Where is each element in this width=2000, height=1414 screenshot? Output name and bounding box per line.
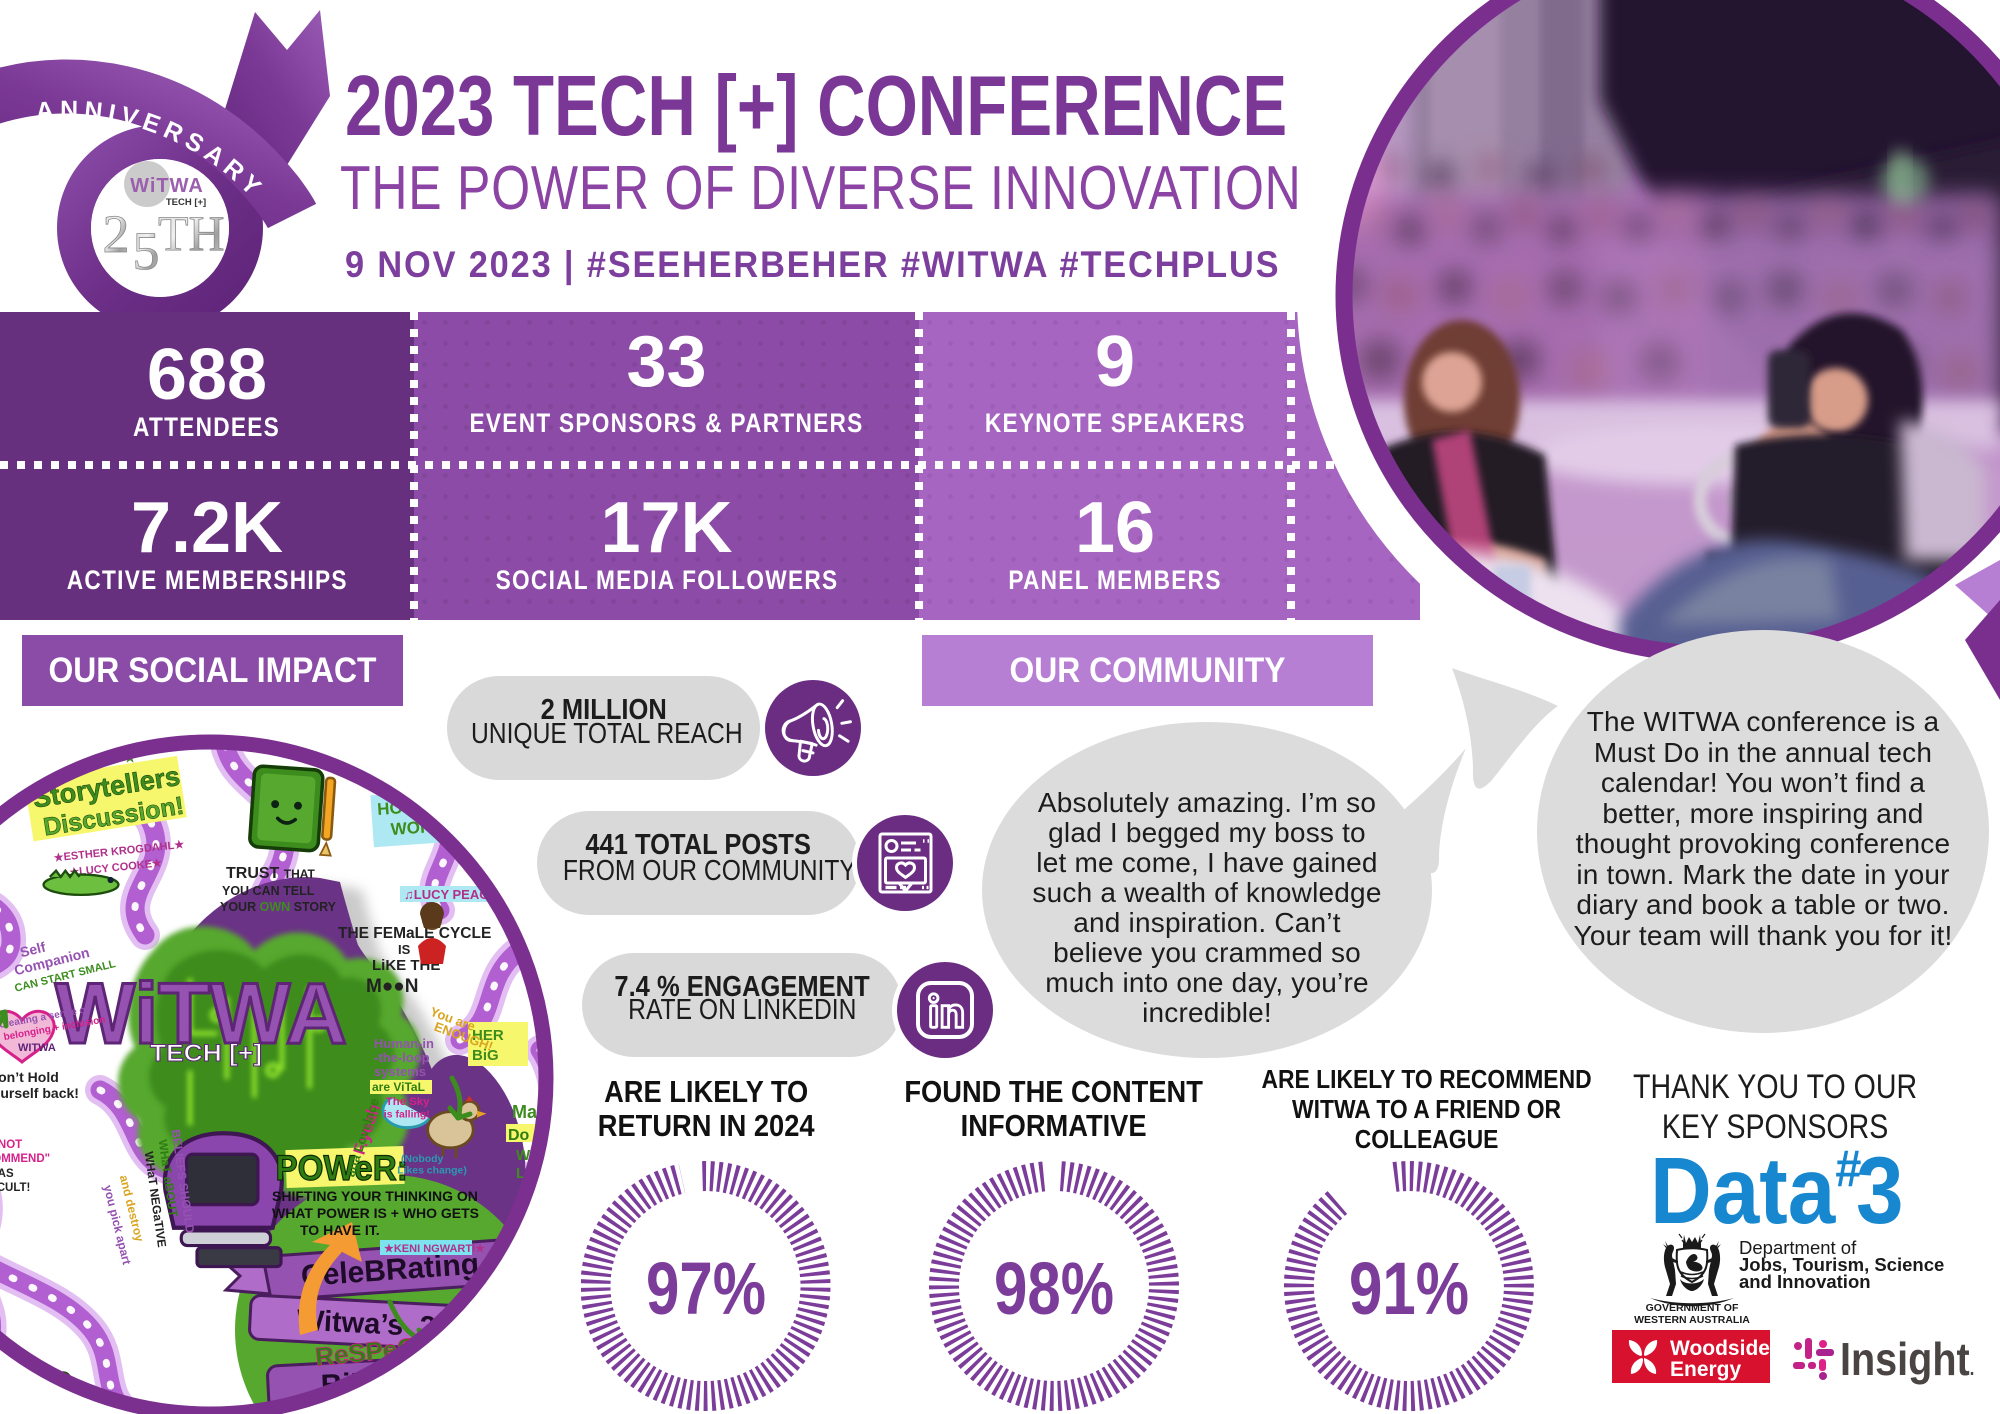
svg-text:2: 2: [103, 204, 130, 264]
svg-text:91%: 91%: [1349, 1247, 1469, 1330]
svg-text:TECH [+]: TECH [+]: [150, 1040, 262, 1067]
svg-text:POWeR:: POWeR:: [276, 1149, 408, 1188]
svg-text:HER: HER: [472, 1027, 504, 1044]
svg-text:TECH [+]: TECH [+]: [166, 197, 206, 208]
svg-text:iT WAS: iT WAS: [0, 1168, 14, 1180]
svg-text:RECOMMEND": RECOMMEND": [0, 1153, 50, 1165]
svg-text:WiTWA: WiTWA: [55, 966, 347, 1062]
svg-text:97%: 97%: [646, 1247, 766, 1330]
svg-text:"DO NOT: "DO NOT: [0, 1139, 22, 1151]
svg-text:is falling!: is falling!: [384, 1109, 430, 1120]
svg-text:★AFORCE ★: ★AFORCE ★: [30, 733, 112, 748]
svg-text:SHIFTING YOUR THINKING ON: SHIFTING YOUR THINKING ON: [272, 1188, 478, 1204]
svg-text:IS: IS: [398, 942, 411, 957]
svg-text:systems: systems: [374, 1064, 426, 1079]
svg-text:•The abi: •The abi: [512, 1262, 562, 1277]
svg-text:WITWA: WITWA: [18, 1042, 56, 1054]
svg-text:WiTWA: WiTWA: [130, 175, 204, 197]
svg-text:98%: 98%: [994, 1247, 1114, 1330]
svg-text:TH: TH: [158, 205, 225, 261]
svg-text:Likes change): Likes change): [397, 1166, 467, 1177]
svg-text:BiG: BiG: [472, 1047, 499, 1064]
svg-text:WHAT POWER IS + WHO GETS: WHAT POWER IS + WHO GETS: [272, 1205, 479, 1221]
svg-text:YOU CAN TELL: YOU CAN TELL: [222, 884, 315, 898]
svg-text:TO HAVE IT.: TO HAVE IT.: [300, 1222, 380, 1238]
svg-text:Don’t Hold: Don’t Hold: [0, 1069, 59, 1085]
svg-text:Self: Self: [18, 938, 47, 960]
svg-text:-the-loop: -the-loop: [374, 1050, 430, 1065]
svg-text:GOVERNMENT OF: GOVERNMENT OF: [1646, 1302, 1739, 1314]
svg-text:•Being able: •Being able: [512, 1224, 570, 1239]
svg-text:M●●N: M●●N: [366, 976, 419, 997]
svg-text:DIFFICULT!: DIFFICULT!: [0, 1182, 30, 1194]
svg-text:are ViTaL: are ViTaL: [372, 1080, 425, 1094]
svg-text:WESTERN AUSTRALIA: WESTERN AUSTRALIA: [1634, 1314, 1750, 1324]
svg-text:YOUR OWN STORY: YOUR OWN STORY: [220, 900, 337, 914]
svg-text:★KENI NGWARTI★: ★KENI NGWARTI★: [384, 1243, 485, 1255]
svg-text:Human-in: Human-in: [374, 1036, 434, 1051]
svg-text:5: 5: [133, 221, 160, 281]
svg-text:(Nobody: (Nobody: [401, 1154, 444, 1165]
svg-text:yourself back!: yourself back!: [0, 1085, 79, 1101]
svg-text:TRUST THAT: TRUST THAT: [226, 865, 316, 882]
svg-text:THE FEMaLE CYCLE: THE FEMaLE CYCLE: [338, 925, 491, 942]
svg-text:The Sky: The Sky: [386, 1096, 430, 1108]
svg-text:•The anes: •The anes: [512, 1244, 570, 1259]
